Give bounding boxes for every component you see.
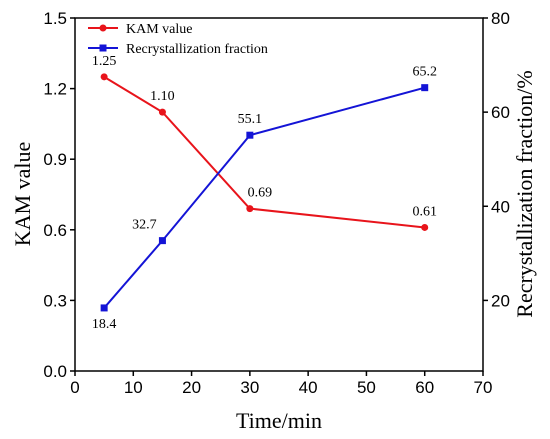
- x-tick-label: 50: [357, 378, 376, 397]
- recrystallization-data-label: 18.4: [92, 317, 117, 332]
- kam-data-label: 1.25: [92, 54, 117, 69]
- left-y-axis-title: KAM value: [10, 142, 35, 246]
- left-y-tick-label: 0.6: [43, 221, 67, 240]
- right-y-tick-label: 60: [491, 103, 510, 122]
- kam-data-point: [100, 73, 108, 81]
- kam-data-label: 0.69: [248, 186, 273, 201]
- x-tick-label: 70: [474, 378, 493, 397]
- kam-data-label: 0.61: [412, 204, 437, 219]
- left-y-axis-ticks: 0.0 0.3 0.6 0.9 1.2 1.5: [43, 9, 75, 381]
- legend-label: KAM value: [126, 22, 193, 37]
- recrystallization-data-label: 32.7: [132, 218, 157, 233]
- series-line-kam: [103, 75, 425, 229]
- kam-data-point: [246, 205, 254, 213]
- recrystallization-data-point: [421, 84, 429, 92]
- series-layer: 1.25 1.10 0.69 0.61 18.4 32.7 55.1 65.2: [92, 54, 437, 332]
- kam-data-point: [421, 223, 429, 231]
- left-y-tick-label: 0.3: [43, 291, 67, 310]
- x-tick-label: 60: [415, 378, 434, 397]
- left-y-tick-label: 1.2: [43, 80, 67, 99]
- legend: KAM value Recrystallization fraction: [88, 22, 268, 57]
- right-y-tick-label: 20: [491, 291, 510, 310]
- right-y-tick-label: 80: [491, 9, 510, 28]
- recrystallization-data-point: [246, 131, 254, 139]
- legend-label: Recrystallization fraction: [126, 42, 268, 57]
- right-y-axis-title: Recrystallization fraction/%: [512, 70, 537, 317]
- x-tick-label: 40: [299, 378, 318, 397]
- plot-frame: [74, 17, 484, 372]
- right-y-tick-label: 40: [491, 197, 510, 216]
- left-y-tick-label: 0.9: [43, 150, 67, 169]
- legend-marker: [99, 24, 107, 32]
- recrystallization-data-label: 65.2: [412, 65, 437, 80]
- x-tick-label: 30: [240, 378, 259, 397]
- x-tick-label: 20: [182, 378, 201, 397]
- recrystallization-data-label: 55.1: [238, 112, 263, 127]
- series-line-recrystallization: [103, 86, 425, 309]
- recrystallization-data-point: [158, 237, 166, 245]
- recrystallization-data-point: [100, 304, 108, 312]
- left-y-tick-label: 1.5: [43, 9, 67, 28]
- kam-data-label: 1.10: [150, 89, 175, 104]
- left-y-tick-label: 0.0: [43, 362, 67, 381]
- x-tick-label: 0: [70, 378, 79, 397]
- legend-marker: [99, 44, 107, 52]
- right-y-axis-ticks: 20 40 60 80: [483, 9, 510, 310]
- x-axis-ticks: 0 10 20 30 40 50 60 70: [70, 371, 492, 397]
- kam-data-point: [158, 108, 166, 116]
- x-tick-label: 10: [124, 378, 143, 397]
- x-axis-title: Time/min: [236, 408, 322, 433]
